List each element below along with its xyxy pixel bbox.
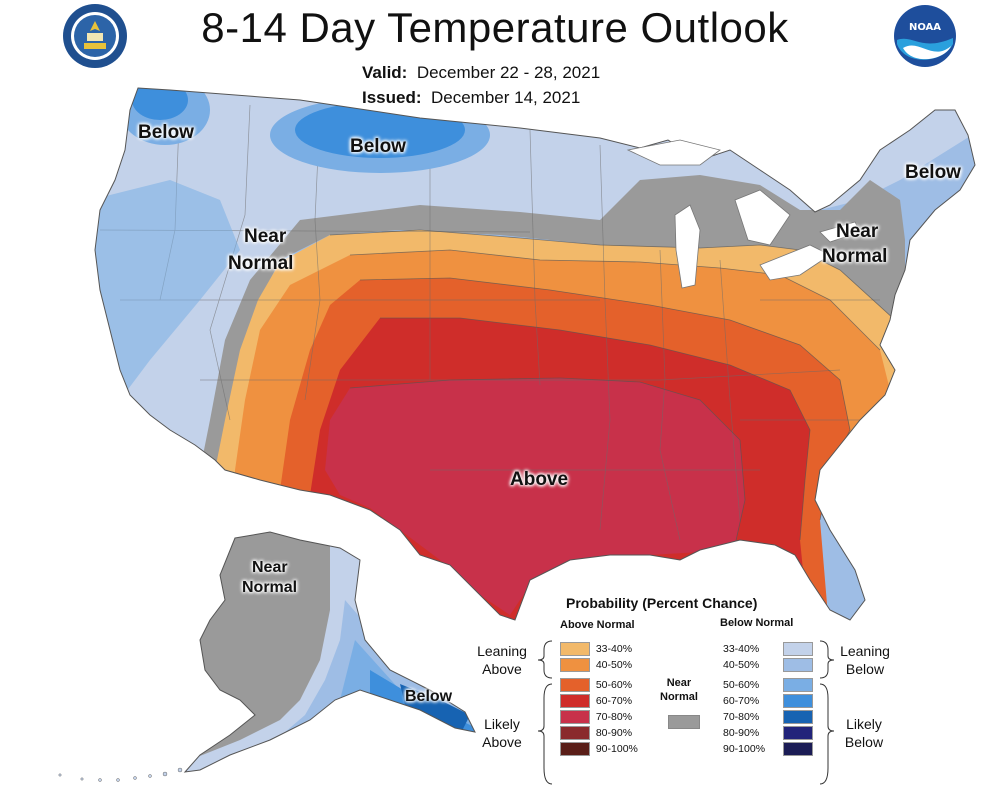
legend-braces-above [537,640,553,785]
legend-leaning-below-line2: Below [845,661,885,677]
issued-date: Issued: December 14, 2021 [362,88,580,108]
legend-row: 70-80% [723,709,813,725]
legend-near-normal-line2: Normal [660,691,698,703]
legend-pct: 50-60% [595,679,633,691]
legend-near-normal-line1: Near [666,677,692,689]
legend-pct: 33-40% [723,643,760,655]
legend-likely-above-line2: Above [482,734,522,750]
valid-dates: Valid: December 22 - 28, 2021 [362,63,600,83]
legend-pct: 70-80% [595,711,633,723]
map-label-below-north: Below [350,136,406,157]
legend-row: 80-90% [723,725,813,741]
legend-swatch [783,658,813,672]
legend-pct: 80-90% [723,727,760,739]
legend-pct: 50-60% [723,679,760,691]
legend-swatch [783,710,813,724]
legend-braces-below [819,640,835,785]
map-label-near-normal-west: Near [244,226,286,248]
legend-row: 90-100% [723,741,813,757]
map-label-near-normal-ne: Near [836,221,879,242]
legend-row: 50-60% [723,677,813,693]
legend-row: 80-90% [560,725,656,741]
map-label-ak-below: Below [405,688,453,705]
legend-row: 33-40% [560,641,656,657]
legend-likely-above-line1: Likely [484,716,520,732]
legend-above-normal-header: Above Normal [560,619,635,631]
valid-value: December 22 - 28, 2021 [416,63,601,82]
legend-likely-above: Likely Above [472,715,532,751]
legend-below-rows: 33-40% 40-50% 50-60% 60-70% 70-80% 80-90… [723,641,813,757]
legend-row: 60-70% [723,693,813,709]
legend-swatch [783,694,813,708]
legend-pct: 40-50% [723,659,760,671]
legend-pct: 60-70% [595,695,633,707]
legend-swatch [783,726,813,740]
legend-swatch [783,742,813,756]
map-label-below-west: Below [138,122,194,143]
legend-row: 33-40% [723,641,813,657]
legend-row: 50-60% [560,677,656,693]
legend-row: 40-50% [723,657,813,673]
issued-value: December 14, 2021 [430,88,581,107]
legend-pct: 90-100% [595,743,638,755]
legend-pct: 70-80% [723,711,760,723]
legend-row: 90-100% [560,741,656,757]
legend-row: 40-50% [560,657,656,673]
map-label-ak-near: Near [252,559,288,576]
legend-leaning-above-line2: Above [482,661,522,677]
legend-likely-below-line1: Likely [846,716,882,732]
legend-row: 60-70% [560,693,656,709]
legend-leaning-above-line1: Leaning [477,643,527,659]
department-of-commerce-seal-icon [63,4,127,68]
legend-below-normal-header: Below Normal [720,617,794,629]
legend-above-rows: 33-40% 40-50% 50-60% 60-70% 70-80% 80-90… [560,641,656,757]
legend-leaning-below-line1: Leaning [840,643,890,659]
map-label-near-normal-west-2: Normal [228,253,294,274]
valid-label: Valid: [362,63,408,82]
noaa-logo-text: NOAA [909,22,941,33]
noaa-logo-icon: NOAA [894,5,956,67]
legend-row: 70-80% [560,709,656,725]
legend-pct: 80-90% [595,727,633,739]
legend-pct: 33-40% [595,643,633,655]
legend-likely-below-line2: Below [844,734,884,750]
legend-swatch [783,678,813,692]
legend-likely-below: Likely Below [834,715,894,751]
legend-pct: 60-70% [723,695,760,707]
map-label-near-normal-west-line1: Near [244,226,287,247]
map-label-below-ne: Below [905,162,961,183]
map-label-above: Above [510,469,569,490]
legend-title: Probability (Percent Chance) [566,595,758,611]
map-label-near-normal-ne-2: Normal [822,246,888,267]
legend-leaning-above: Leaning Above [472,642,532,678]
legend-near-normal-swatch [668,715,700,729]
page-title: 8-14 Day Temperature Outlook [201,4,789,51]
legend-pct: 40-50% [595,659,633,671]
legend-pct: 90-100% [723,743,766,755]
legend-near-normal-label: Near Normal [660,676,698,704]
map-label-ak-normal: Normal [242,579,298,596]
legend-leaning-below: Leaning Below [832,642,898,678]
issued-label: Issued: [362,88,422,107]
legend-swatch [783,642,813,656]
